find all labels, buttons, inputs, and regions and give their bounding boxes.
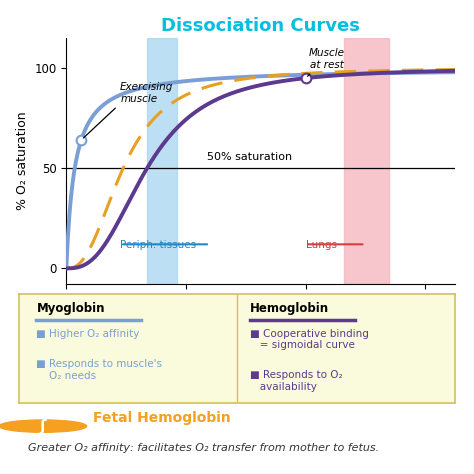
Text: ■ Responds to muscle's
    O₂ needs: ■ Responds to muscle's O₂ needs	[36, 359, 163, 381]
Text: Periph. tissues: Periph. tissues	[120, 240, 196, 250]
Bar	[345, 38, 389, 284]
Y-axis label: % O₂ saturation: % O₂ saturation	[16, 112, 29, 210]
Text: Fetal Hemoglobin: Fetal Hemoglobin	[93, 410, 231, 425]
Title: Dissociation Curves: Dissociation Curves	[161, 17, 360, 35]
Text: ■ Cooperative binding
   = sigmoidal curve: ■ Cooperative binding = sigmoidal curve	[250, 329, 369, 350]
Text: Myoglobin: Myoglobin	[36, 301, 105, 315]
Text: 50% saturation: 50% saturation	[207, 152, 292, 162]
Text: Muscle
at rest: Muscle at rest	[308, 48, 345, 76]
Circle shape	[0, 420, 87, 432]
Text: ʃ: ʃ	[40, 419, 46, 434]
Text: Exercising
muscle: Exercising muscle	[83, 82, 173, 138]
Text: Greater O₂ affinity: facilitates O₂ transfer from mother to fetus.: Greater O₂ affinity: facilitates O₂ tran…	[27, 443, 379, 453]
Text: Lungs: Lungs	[306, 240, 337, 250]
Bar	[147, 38, 177, 284]
Text: Hemoglobin: Hemoglobin	[250, 301, 329, 315]
X-axis label: Partial pressure (torr): Partial pressure (torr)	[194, 313, 328, 326]
Text: ■ Higher O₂ affinity: ■ Higher O₂ affinity	[36, 329, 140, 339]
Text: ■ Responds to O₂
   availability: ■ Responds to O₂ availability	[250, 370, 343, 392]
